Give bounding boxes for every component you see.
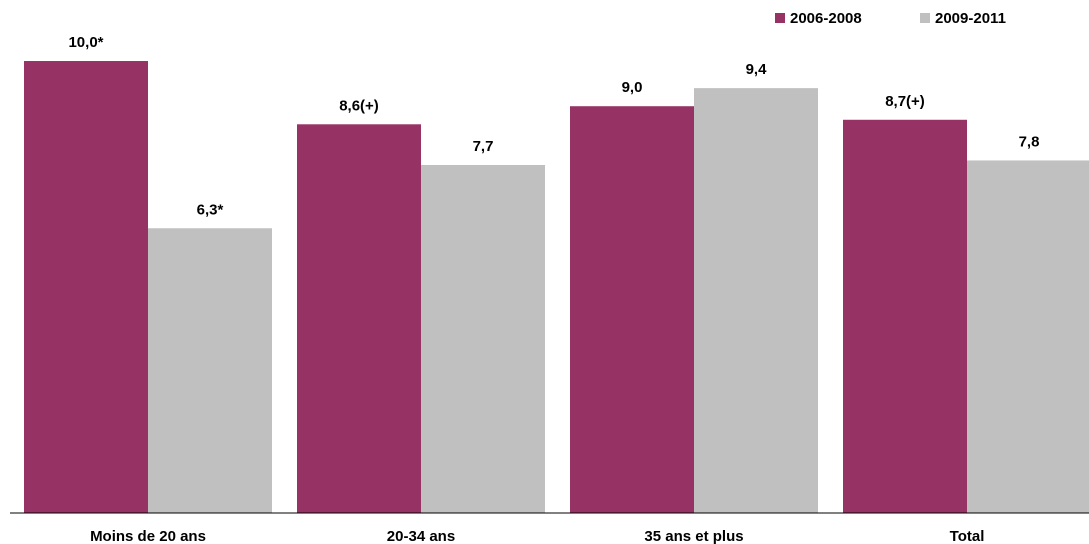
legend-label-2006-2008: 2006-2008 (790, 10, 862, 27)
bar-moins-de-20-ans-2006-2008 (24, 61, 148, 514)
data-label-20-34-ans-2009-2011: 7,7 (473, 138, 494, 155)
data-label-moins-de-20-ans-2009-2011: 6,3* (197, 201, 224, 218)
bar-20-34-ans-2006-2008 (297, 124, 421, 513)
data-label-total-2009-2011: 7,8 (1019, 133, 1040, 150)
legend-label-2009-2011: 2009-2011 (935, 10, 1006, 27)
data-label-20-34-ans-2006-2008: 8,6(+) (339, 97, 379, 114)
bar-35-ans-et-plus-2006-2008 (570, 106, 694, 514)
x-tick-label-20-34-ans: 20-34 ans (387, 528, 455, 544)
data-labels: 10,0* 6,3* 8,6(+) 7,7 9,0 9,4 8,7(+) 7,8 (68, 34, 1039, 218)
data-label-35-ans-et-plus-2006-2008: 9,0 (622, 79, 643, 96)
bar-total-2009-2011 (967, 160, 1089, 514)
bars (24, 61, 1089, 514)
legend-swatch-2006-2008 (775, 13, 785, 23)
data-label-35-ans-et-plus-2009-2011: 9,4 (746, 61, 768, 78)
x-tick-label-moins-de-20-ans: Moins de 20 ans (90, 528, 206, 544)
legend-swatch-2009-2011 (920, 13, 930, 23)
bar-35-ans-et-plus-2009-2011 (694, 88, 818, 513)
data-label-moins-de-20-ans-2006-2008: 10,0* (68, 34, 103, 51)
bar-total-2006-2008 (843, 119, 967, 513)
x-tick-label-35-ans-et-plus: 35 ans et plus (644, 528, 743, 544)
bar-20-34-ans-2009-2011 (421, 164, 545, 513)
bar-moins-de-20-ans-2009-2011 (148, 228, 272, 513)
legend: 2006-2008 2009-2011 (775, 10, 1006, 27)
data-label-total-2006-2008: 8,7(+) (885, 93, 925, 110)
x-tick-labels: Moins de 20 ans 20-34 ans 35 ans et plus To… (90, 528, 984, 544)
x-tick-label-total: Total (950, 528, 985, 544)
